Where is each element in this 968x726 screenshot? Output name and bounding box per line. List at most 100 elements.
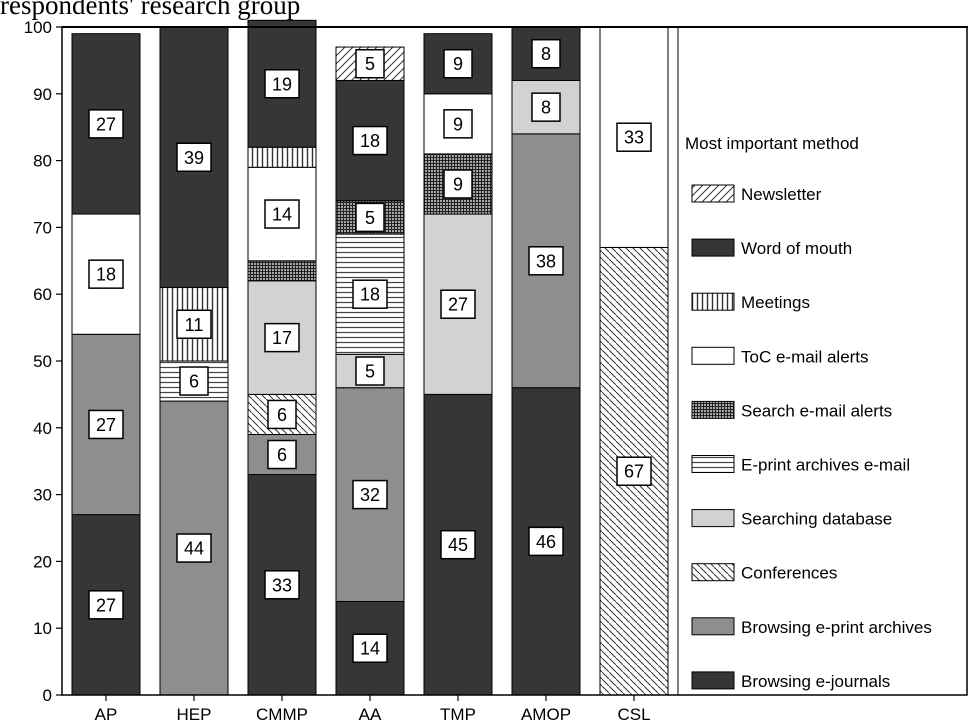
legend-label-conferences: Conferences xyxy=(741,564,837,583)
x-tick-label-aa: AA xyxy=(359,705,382,724)
data-label-box xyxy=(616,122,652,152)
bar-segment-cmmp-meetings xyxy=(247,146,317,168)
x-tick-label-amop: AMOP xyxy=(521,705,571,724)
data-label: 6 xyxy=(277,405,287,425)
data-label-box xyxy=(355,356,385,386)
legend-label-searching-database: Searching database xyxy=(741,510,892,529)
data-label-box xyxy=(616,456,652,486)
x-tick-label-hep: HEP xyxy=(177,705,212,724)
data-label: 46 xyxy=(536,532,556,552)
data-label-box xyxy=(176,309,212,340)
data-label-box xyxy=(267,439,297,470)
data-label-box xyxy=(264,570,300,600)
chart-caption: respondents' research group xyxy=(0,0,301,20)
data-label-box xyxy=(264,199,300,229)
data-label: 39 xyxy=(184,148,204,168)
data-label: 18 xyxy=(360,131,380,151)
data-label-box xyxy=(355,202,385,233)
data-label-box xyxy=(352,279,388,309)
legend-swatch-browsing-e-journals xyxy=(691,671,735,690)
data-label: 5 xyxy=(365,362,375,382)
data-label-box xyxy=(531,38,561,69)
data-label: 14 xyxy=(360,639,380,659)
x-tick-label-csl: CSL xyxy=(617,705,650,724)
y-tick-label: 0 xyxy=(43,686,52,705)
data-label: 27 xyxy=(96,114,116,134)
data-label: 9 xyxy=(453,114,463,134)
data-label: 27 xyxy=(96,415,116,435)
data-label-box xyxy=(440,289,476,319)
x-tick-label-ap: AP xyxy=(95,705,118,724)
data-label: 44 xyxy=(184,539,204,559)
legend-label-browsing-e-print-archives: Browsing e-print archives xyxy=(741,618,932,637)
legend-label-newsletter: Newsletter xyxy=(741,185,822,204)
data-label: 9 xyxy=(453,174,463,194)
legend-label-e-print-archives-e-mail: E-print archives e-mail xyxy=(741,456,910,475)
data-label: 33 xyxy=(272,575,292,595)
data-label-box xyxy=(88,109,124,139)
data-label-box xyxy=(352,479,388,510)
legend-swatch-browsing-e-print-archives xyxy=(691,617,735,636)
data-label-box xyxy=(88,409,124,440)
y-tick-label: 40 xyxy=(33,419,52,438)
data-label-box xyxy=(88,590,124,620)
bar-segment-cmmp-search-e-mail-alerts xyxy=(247,260,317,282)
y-tick-label: 80 xyxy=(33,152,52,171)
legend-title: Most important method xyxy=(685,134,859,153)
legend-swatch-conferences xyxy=(691,563,735,582)
x-tick-label-cmmp: CMMP xyxy=(256,705,308,724)
data-label: 32 xyxy=(360,485,380,505)
data-label: 18 xyxy=(360,285,380,305)
legend-swatch-newsletter xyxy=(691,184,735,203)
y-tick-label: 100 xyxy=(24,18,52,37)
data-label: 8 xyxy=(541,98,551,118)
data-label: 6 xyxy=(189,372,199,392)
y-tick-label: 10 xyxy=(33,619,52,638)
data-label: 18 xyxy=(96,265,116,285)
legend-label-browsing-e-journals: Browsing e-journals xyxy=(741,672,890,691)
data-label-box xyxy=(176,142,212,173)
legend-label-word-of-mouth: Word of mouth xyxy=(741,239,852,258)
legend-swatch-meetings xyxy=(691,292,735,311)
y-tick-label: 30 xyxy=(33,486,52,505)
data-label-box xyxy=(88,259,124,289)
data-label-box xyxy=(443,169,473,199)
data-label-box xyxy=(264,322,300,353)
data-label-box xyxy=(528,526,564,557)
data-label: 45 xyxy=(448,535,468,555)
data-label-box xyxy=(352,633,388,663)
bar-segment-tmp-search-e-mail-alerts xyxy=(423,153,493,215)
data-label: 33 xyxy=(624,128,644,148)
data-label: 5 xyxy=(365,208,375,228)
legend-label-meetings: Meetings xyxy=(741,293,810,312)
legend-swatch-search-e-mail-alerts xyxy=(691,400,735,419)
data-label: 6 xyxy=(277,445,287,465)
data-label: 38 xyxy=(536,251,556,271)
data-label-box xyxy=(355,48,385,79)
y-tick-label: 50 xyxy=(33,352,52,371)
data-label: 67 xyxy=(624,462,644,482)
data-label-box xyxy=(531,92,561,122)
data-label-box xyxy=(176,533,212,563)
legend-swatch-e-print-archives-e-mail xyxy=(691,455,735,473)
data-label: 14 xyxy=(272,205,292,225)
data-label: 9 xyxy=(453,54,463,74)
x-tick-label-tmp: TMP xyxy=(440,705,476,724)
y-tick-label: 60 xyxy=(33,285,52,304)
data-label-box xyxy=(443,109,473,139)
data-label: 19 xyxy=(272,74,292,94)
data-label: 5 xyxy=(365,54,375,74)
data-label: 8 xyxy=(541,44,551,64)
data-label-box xyxy=(264,69,300,99)
y-tick-label: 70 xyxy=(33,218,52,237)
legend-swatch-word-of-mouth xyxy=(691,238,735,257)
data-label-box xyxy=(267,399,297,430)
legend-swatch-toc-e-mail-alerts xyxy=(691,346,735,365)
data-label-box xyxy=(352,125,388,156)
data-label: 11 xyxy=(185,315,204,335)
legend-swatch-searching-database xyxy=(691,509,735,528)
data-label-box xyxy=(443,48,473,79)
data-label: 27 xyxy=(448,295,468,315)
y-tick-label: 90 xyxy=(33,85,52,104)
